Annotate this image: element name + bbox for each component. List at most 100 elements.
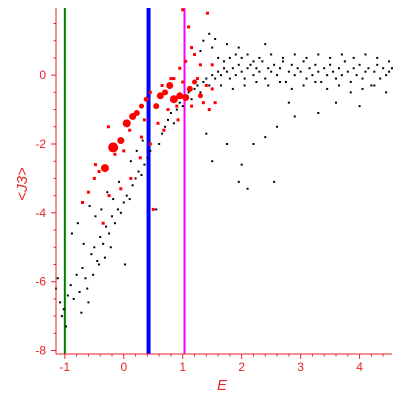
black-point (246, 67, 249, 70)
x-tick-label: -1 (60, 360, 71, 374)
black-point (105, 225, 108, 228)
black-point (326, 74, 329, 77)
black-point (164, 125, 167, 128)
red-point (142, 118, 146, 122)
red-point (213, 101, 217, 105)
red-point (138, 156, 142, 160)
black-point (279, 81, 281, 84)
black-point (243, 77, 246, 80)
black-point (228, 77, 231, 80)
red-point (153, 103, 160, 110)
black-point (87, 301, 90, 304)
black-point (129, 160, 132, 163)
red-point (93, 163, 97, 167)
red-point (205, 11, 209, 15)
black-point (134, 177, 137, 180)
black-point (234, 53, 237, 56)
black-point (237, 46, 240, 49)
black-point (281, 56, 284, 59)
black-point (98, 263, 101, 266)
black-point (273, 180, 276, 183)
black-point (231, 87, 234, 90)
black-point (376, 63, 379, 66)
y-tick-label: 0 (39, 68, 46, 82)
black-point (178, 101, 181, 104)
black-point (293, 115, 296, 118)
black-point (355, 74, 358, 77)
black-point (75, 273, 78, 276)
red-point (181, 8, 185, 12)
red-point (148, 90, 152, 94)
black-point (293, 53, 296, 56)
black-point (320, 81, 323, 84)
black-point (388, 70, 391, 73)
black-point (335, 101, 337, 104)
black-point (225, 142, 228, 145)
black-point (391, 67, 393, 70)
black-point (255, 81, 258, 84)
black-point (373, 70, 376, 73)
black-point (193, 87, 196, 90)
black-point (199, 91, 202, 94)
black-point (88, 204, 91, 207)
red-point (138, 103, 144, 109)
black-point (108, 232, 111, 235)
black-point (122, 201, 125, 204)
black-point (364, 70, 367, 73)
red-points (81, 8, 217, 225)
black-point (72, 297, 75, 300)
black-point (349, 81, 352, 84)
black-point (92, 273, 95, 276)
black-point (267, 67, 270, 70)
x-tick-label: 3 (297, 360, 304, 374)
black-point (211, 74, 214, 77)
black-point (358, 105, 361, 108)
red-point (81, 201, 85, 205)
black-point (305, 56, 308, 59)
black-point (264, 77, 267, 80)
y-tick-label: -4 (35, 206, 46, 220)
red-point (176, 92, 184, 100)
black-point (311, 74, 314, 77)
red-point (97, 170, 101, 174)
black-point (264, 43, 267, 46)
black-point (273, 63, 276, 66)
red-point (148, 142, 152, 146)
black-point (118, 180, 121, 183)
black-point (276, 74, 279, 77)
black-point (135, 149, 138, 152)
red-point (210, 63, 214, 67)
black-point (329, 63, 332, 66)
black-point (82, 242, 85, 245)
black-point (237, 180, 240, 183)
black-point (111, 215, 113, 218)
black-point (358, 63, 361, 66)
black-point (123, 263, 126, 266)
black-point (100, 208, 103, 211)
black-point (382, 67, 385, 70)
black-point (99, 235, 102, 238)
black-point (208, 84, 211, 87)
black-point (106, 191, 109, 194)
black-point (167, 118, 169, 121)
black-point (140, 173, 143, 176)
black-point (190, 98, 193, 101)
black-point (84, 277, 87, 280)
black-point (337, 67, 340, 70)
black-point (113, 222, 116, 225)
black-point (94, 215, 97, 218)
black-point (199, 50, 202, 53)
black-point (119, 211, 122, 214)
black-point (287, 101, 290, 104)
red-point (198, 63, 202, 67)
black-point (308, 67, 311, 70)
black-point (240, 56, 243, 59)
black-point (243, 84, 246, 87)
black-point (220, 74, 223, 77)
black-point (252, 74, 255, 77)
red-point (186, 85, 193, 92)
black-point (332, 70, 335, 73)
black-point (352, 56, 355, 59)
black-point (346, 70, 349, 73)
black-point (314, 63, 317, 66)
